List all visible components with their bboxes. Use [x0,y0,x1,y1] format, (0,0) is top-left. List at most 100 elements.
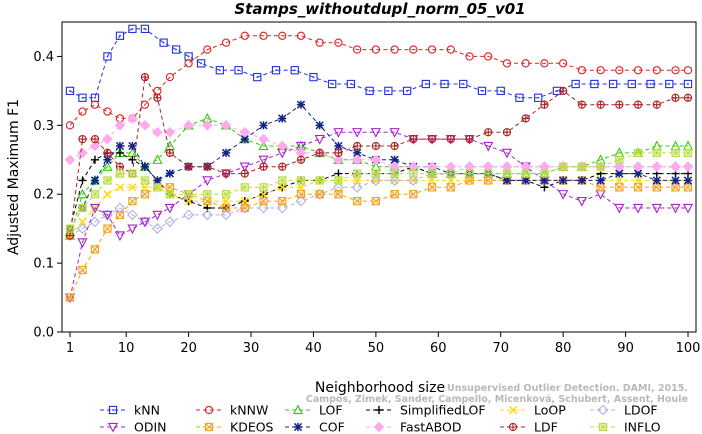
data-point [140,162,150,171]
data-point [90,190,100,199]
data-point [652,148,661,158]
data-point [103,224,112,233]
data-point [632,203,644,214]
data-point [559,86,568,96]
data-point [390,155,399,164]
data-point [407,175,419,186]
data-point [258,155,269,166]
data-point [153,93,162,102]
data-point [203,162,212,171]
data-point [103,176,112,185]
legend-item-FastABOD: FastABOD [366,420,462,434]
data-point [440,79,449,89]
series-line-ODIN [69,131,688,298]
x-tick-label: 90 [617,341,634,356]
data-point [371,196,381,206]
data-point [90,245,100,254]
legend-label: ODIN [134,420,167,434]
data-point [102,210,113,221]
legend-item-KDEOS: KDEOS [196,420,274,434]
data-point [127,113,138,124]
data-point [670,161,681,172]
data-point [465,134,474,144]
data-point [333,154,344,166]
watermark-line-2: Campos, Zimek, Sander, Campello, Micenko… [306,394,688,405]
data-point [159,38,168,47]
x-tick-label: 1 [66,341,74,356]
data-point [140,190,150,199]
data-point [296,31,306,40]
series-kNN [65,24,693,102]
data-point [259,31,268,40]
data-point [140,183,150,192]
data-point [484,169,493,178]
data-point [477,86,487,96]
legend-marker [508,422,518,432]
data-point [651,161,663,172]
data-point [128,141,137,151]
x-tick-label: 60 [430,341,447,356]
data-point [103,107,112,116]
data-point [446,169,455,178]
data-point [65,121,75,130]
data-point [334,38,343,47]
data-point [139,217,151,228]
data-point [221,169,231,178]
legend-label: LOF [319,403,343,418]
data-point [615,100,624,109]
data-point [276,202,288,214]
data-point [240,197,249,206]
data-point [427,183,437,192]
data-point [596,66,605,75]
data-point [615,155,624,164]
data-point [633,148,643,158]
data-point [78,134,87,144]
data-point [221,197,231,206]
data-point [315,121,324,130]
data-point [115,162,125,171]
plot-area [64,24,694,304]
x-tick-label: 70 [492,341,509,356]
data-point [278,183,287,192]
legend-item-kNNW: kNNW [196,403,268,418]
data-point [577,176,587,185]
data-point [627,79,636,89]
data-point [65,231,75,240]
data-point [184,59,193,68]
data-point [351,154,363,166]
data-point [614,203,625,214]
legend-label: LDOF [624,403,658,418]
data-point [328,79,337,89]
data-point [633,183,643,192]
data-point [334,169,343,178]
series-LDF [65,72,693,240]
data-point [409,45,418,54]
data-point [521,169,530,178]
data-point [278,176,287,185]
data-point [683,93,693,102]
data-point [239,126,251,138]
data-point [78,265,87,275]
legend-item-LDOF: LDOF [590,403,658,418]
data-point [334,148,343,158]
data-point [576,196,587,207]
data-point [296,190,306,199]
data-point [259,121,268,130]
legend-label: kNN [134,403,160,418]
data-point [351,181,363,193]
legend-marker [108,405,118,415]
data-point [483,141,494,152]
data-point [90,134,100,144]
data-point [683,176,693,185]
data-point [596,100,605,109]
data-point [259,190,268,199]
data-point [390,45,399,54]
data-point [90,155,100,164]
data-point [278,31,287,40]
data-point [540,59,549,68]
data-point [203,45,212,54]
data-point [577,100,587,109]
data-point [596,162,605,171]
data-point [502,176,512,185]
data-point [558,190,569,200]
